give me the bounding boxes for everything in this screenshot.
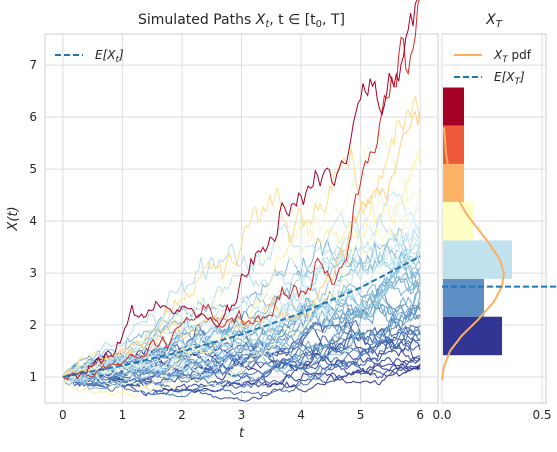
- histogram-bar: [443, 163, 464, 202]
- distribution-panel: 0.0 0.5 XT XT pdf E[XT]: [432, 12, 557, 422]
- x-tick-label: 0: [59, 408, 67, 422]
- y-tick-label: 4: [29, 214, 37, 228]
- histogram-bar: [443, 278, 484, 317]
- x-tick-label: 6: [416, 408, 424, 422]
- x-tick-label: 2: [178, 408, 186, 422]
- paths-y-ticks: 1 2 3 4 5 6 7: [29, 58, 37, 384]
- histogram-bar: [443, 240, 512, 279]
- simulated-path: [62, 337, 421, 390]
- y-tick-label: 1: [29, 370, 37, 384]
- legend-pdf-label: XT pdf: [493, 48, 532, 65]
- histogram-bar: [443, 87, 464, 126]
- distribution-legend: XT pdf E[XT]: [454, 48, 532, 87]
- simulated-path: [62, 0, 420, 380]
- distribution-x-ticks: 0.0 0.5: [432, 408, 551, 422]
- paths-y-label: X(t): [6, 206, 21, 231]
- paths-title: Simulated Paths Xt, t ∈ [t0, T]: [138, 12, 345, 30]
- histogram-bar: [443, 201, 474, 241]
- paths-legend: E[Xt]: [55, 48, 124, 65]
- y-tick-label: 6: [29, 110, 37, 124]
- simulated-paths: [62, 0, 421, 402]
- simulated-path: [62, 132, 421, 383]
- x-tick-label: 0.5: [532, 408, 551, 422]
- x-tick-label: 3: [238, 408, 246, 422]
- distribution-title: XT: [485, 12, 503, 30]
- paths-x-ticks: 0 1 2 3 4 5 6: [59, 408, 424, 422]
- mean-curve-group: [62, 255, 421, 378]
- simulated-path: [62, 221, 421, 379]
- simulated-path: [62, 305, 421, 382]
- simulated-path: [62, 242, 421, 383]
- x-tick-label: 1: [119, 408, 127, 422]
- pdf-curve: [441, 127, 506, 380]
- simulated-path: [62, 96, 421, 378]
- paths-x-label: t: [239, 426, 245, 441]
- x-tick-label: 4: [297, 408, 305, 422]
- y-tick-label: 7: [29, 58, 37, 72]
- simulated-path: [62, 190, 421, 381]
- simulated-path: [62, 284, 421, 390]
- y-tick-label: 2: [29, 318, 37, 332]
- y-tick-label: 3: [29, 266, 37, 280]
- simulated-path: [62, 151, 421, 392]
- x-tick-label: 0.0: [432, 408, 451, 422]
- y-tick-label: 5: [29, 162, 37, 176]
- simulated-path: [62, 321, 421, 385]
- simulated-path: [62, 325, 421, 398]
- histogram-bar: [443, 125, 464, 164]
- simulated-path: [62, 110, 421, 378]
- legend-terminal-mean-label: E[XT]: [494, 70, 525, 87]
- legend-mean-label: E[Xt]: [95, 48, 124, 65]
- simulated-path: [62, 240, 421, 378]
- histogram-bars: [443, 87, 512, 356]
- simulated-path: [62, 0, 418, 380]
- paths-panel: 0 1 2 3 4 5 6 1 2 3 4 5 6 7 Simulated Paths Xt, t ∈ …: [6, 0, 439, 441]
- mean-curve: [62, 255, 421, 378]
- pdf-curve-group: [441, 127, 506, 380]
- x-tick-label: 5: [357, 408, 365, 422]
